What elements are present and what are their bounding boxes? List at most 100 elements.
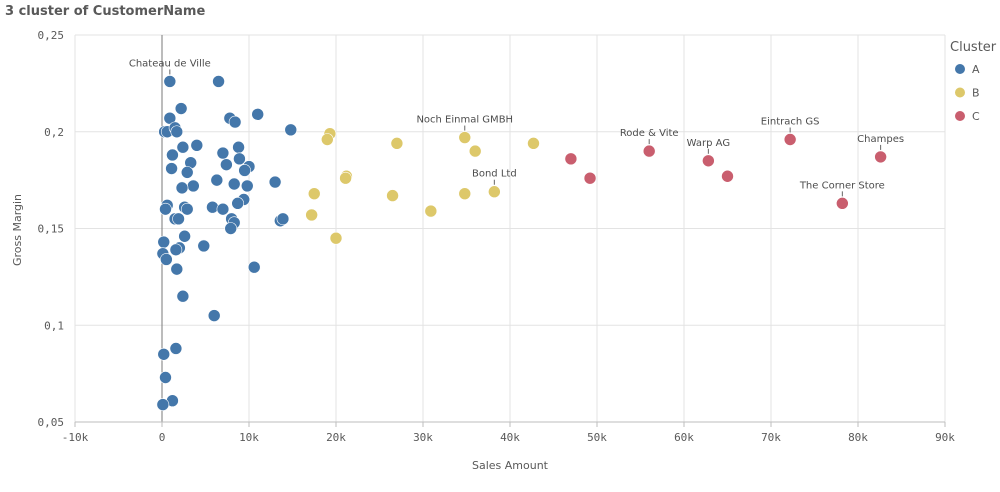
data-point-c: [564, 152, 578, 166]
point-annotation: Chateau de Ville: [129, 58, 211, 69]
x-tick-label: -10k: [62, 431, 89, 444]
y-tick-label: 0,05: [38, 416, 65, 429]
y-tick-label: 0,15: [38, 223, 65, 236]
x-tick-label: 60k: [674, 431, 694, 444]
data-point-a: [180, 166, 194, 179]
y-axis-label: Gross Margin: [11, 194, 24, 266]
x-tick-label: 30k: [413, 431, 433, 444]
data-points: [156, 75, 887, 411]
data-point-b: [458, 131, 472, 144]
data-point-b: [424, 204, 438, 218]
data-point-b: [307, 187, 321, 200]
x-tick-label: 70k: [761, 431, 781, 444]
grid-lines: [74, 34, 946, 423]
point-annotation: Eintrach GS: [761, 116, 820, 127]
point-annotations: Chateau de Ville Noch Einmal GMBH Bond Ltd…: [129, 58, 904, 197]
data-point-a: [175, 181, 189, 195]
point-annotation: Warp AG: [687, 138, 730, 149]
y-axis-ticks: 0,05 0,1 0,15 0,2 0,25: [38, 29, 65, 429]
data-point-a: [190, 138, 204, 152]
x-tick-label: 20k: [326, 431, 346, 444]
data-point-a: [176, 289, 190, 303]
data-point-a: [227, 177, 241, 191]
chart-title: 3 cluster of CustomerName: [5, 4, 205, 19]
data-point-a: [284, 123, 298, 137]
data-point-b: [329, 231, 343, 245]
legend-marker-b: [955, 87, 965, 98]
data-point-a: [166, 148, 179, 162]
data-point-a: [231, 197, 244, 210]
data-point-b: [468, 144, 482, 158]
data-point-a: [276, 212, 290, 226]
data-point-a: [170, 262, 184, 276]
data-point-a: [160, 253, 173, 266]
data-point-c: [642, 144, 656, 158]
data-point-b: [386, 189, 399, 202]
data-point-a: [170, 125, 184, 139]
data-point-a: [169, 342, 183, 355]
data-point-a: [156, 398, 170, 411]
data-point-a: [240, 179, 254, 193]
data-point-b: [390, 137, 404, 150]
data-point-a: [233, 152, 246, 166]
data-point-a: [163, 75, 177, 88]
y-tick-label: 0,2: [44, 126, 64, 139]
x-tick-label: 10k: [239, 431, 259, 444]
data-point-a: [216, 202, 230, 216]
data-point-a: [220, 158, 233, 171]
data-point-a: [174, 102, 188, 115]
data-point-c: [721, 169, 734, 183]
legend-title: Cluster: [950, 40, 997, 55]
data-point-a: [216, 146, 230, 160]
data-point-c: [836, 197, 849, 210]
point-annotation: Champes: [857, 134, 904, 145]
data-point-b: [527, 137, 540, 150]
y-tick-label: 0,1: [44, 319, 64, 332]
data-point-c: [583, 171, 597, 185]
point-annotation: Rode & Vite: [620, 128, 679, 139]
data-point-a: [176, 140, 190, 154]
data-point-a: [206, 200, 219, 214]
data-point-a: [212, 75, 225, 88]
x-tick-label: 40k: [500, 431, 520, 444]
x-tick-label: 0: [159, 431, 166, 444]
data-point-a: [197, 239, 211, 253]
data-point-a: [165, 162, 178, 175]
data-point-a: [180, 202, 194, 216]
data-point-a: [238, 164, 251, 177]
x-tick-label: 50k: [587, 431, 607, 444]
data-point-b: [488, 185, 501, 199]
data-point-a: [159, 371, 172, 384]
point-annotation: Noch Einmal GMBH: [416, 115, 513, 126]
data-point-b: [305, 208, 318, 222]
legend-marker-a: [955, 64, 965, 74]
data-point-a: [157, 235, 171, 249]
data-point-a: [232, 140, 245, 154]
x-axis-label: Sales Amount: [472, 459, 549, 472]
x-tick-label: 90k: [935, 431, 955, 444]
data-point-b: [458, 187, 472, 200]
data-point-a: [268, 175, 282, 189]
data-point-b: [320, 133, 334, 146]
data-point-c: [702, 154, 715, 168]
legend: Cluster ABC: [950, 40, 997, 123]
data-point-a: [178, 229, 191, 243]
point-annotation: Bond Ltd: [472, 169, 517, 180]
data-point-a: [169, 243, 183, 257]
data-point-a: [163, 111, 177, 125]
legend-marker-c: [955, 111, 965, 121]
data-point-c: [874, 150, 887, 164]
data-point-c: [783, 133, 797, 146]
data-point-a: [251, 108, 265, 121]
data-point-a: [187, 179, 200, 193]
point-annotation: The Corner Store: [799, 180, 885, 191]
x-tick-label: 80k: [848, 431, 868, 444]
data-point-a: [247, 260, 261, 274]
data-point-a: [207, 309, 221, 322]
legend-label-a: A: [972, 63, 980, 76]
y-tick-label: 0,25: [38, 29, 65, 42]
legend-label-b: B: [972, 87, 980, 100]
data-point-b: [339, 171, 352, 185]
data-point-a: [228, 115, 242, 129]
